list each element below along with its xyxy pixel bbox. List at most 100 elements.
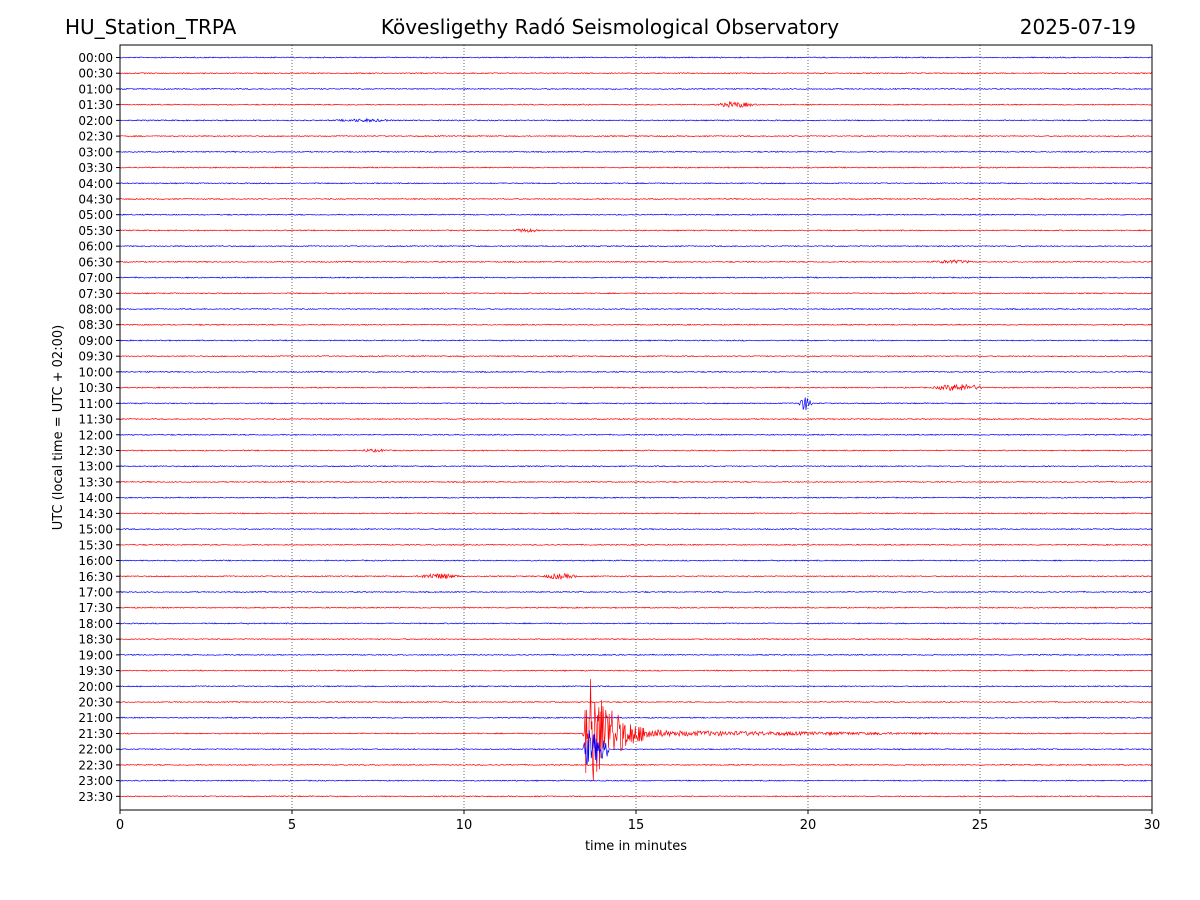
- trace-2330: [119, 795, 1153, 798]
- y-tick-label: 17:30: [78, 601, 113, 615]
- station-name: HU_Station_TRPA: [65, 15, 237, 39]
- trace-1400: [119, 496, 1153, 499]
- y-tick-label: 01:30: [78, 98, 113, 112]
- y-tick-label: 21:30: [78, 727, 113, 741]
- x-tick-label: 10: [456, 818, 473, 833]
- y-axis-label: UTC (local time = UTC + 02:00): [51, 325, 66, 530]
- y-tick-label: 14:00: [78, 491, 113, 505]
- x-tick-label: 0: [116, 818, 124, 833]
- trace-0830: [119, 323, 1153, 326]
- y-tick-label: 05:30: [78, 224, 113, 238]
- y-tick-label: 01:00: [78, 82, 113, 96]
- y-tick-label: 12:00: [78, 428, 113, 442]
- trace-0930: [119, 355, 1153, 358]
- y-tick-label: 11:00: [78, 397, 113, 411]
- y-tick-label: 07:30: [78, 287, 113, 301]
- y-tick-label: 10:00: [78, 365, 113, 379]
- trace-0130: [119, 100, 1153, 109]
- trace-0000: [119, 56, 1153, 59]
- trace-1300: [119, 465, 1153, 468]
- y-tick-label: 00:00: [78, 51, 113, 65]
- trace-1530: [119, 543, 1153, 546]
- y-tick-label: 15:30: [78, 538, 113, 552]
- x-tick-label: 5: [288, 818, 296, 833]
- trace-1730: [119, 606, 1153, 609]
- y-tick-label: 02:00: [78, 114, 113, 128]
- trace-0730: [119, 292, 1153, 295]
- y-tick-label: 10:30: [78, 381, 113, 395]
- trace-0430: [119, 197, 1153, 201]
- trace-1330: [119, 480, 1153, 484]
- trace-1000: [119, 370, 1153, 374]
- y-tick-label: 20:00: [78, 680, 113, 694]
- grid-lines: [291, 45, 981, 810]
- trace-0100: [119, 87, 1153, 91]
- trace-0200: [119, 117, 1153, 123]
- trace-0500: [119, 213, 1153, 216]
- trace-1800: [119, 622, 1153, 625]
- trace-1830: [119, 637, 1153, 641]
- trace-2230: [119, 763, 1153, 767]
- x-tick-labels: 0 5 10 15 20 25 30: [116, 810, 1160, 833]
- trace-0330: [119, 166, 1153, 169]
- y-tick-label: 06:30: [78, 255, 113, 269]
- trace-0800: [119, 307, 1153, 311]
- trace-2130: [119, 678, 1153, 781]
- y-tick-label: 23:30: [78, 790, 113, 804]
- trace-0900: [119, 339, 1153, 342]
- x-tick-label: 30: [1144, 818, 1161, 833]
- y-tick-label: 08:00: [78, 303, 113, 317]
- trace-0630: [119, 259, 1153, 265]
- trace-1430: [119, 512, 1153, 515]
- trace-0700: [119, 276, 1153, 279]
- trace-0530: [119, 227, 1153, 233]
- x-tick-label: 25: [972, 818, 989, 833]
- trace-0400: [119, 182, 1153, 185]
- trace-1630: [119, 572, 1153, 581]
- y-tick-label: 17:00: [78, 585, 113, 599]
- y-tick-label: 13:00: [78, 460, 113, 474]
- trace-1930: [119, 669, 1153, 672]
- y-tick-label: 22:30: [78, 758, 113, 772]
- trace-2300: [119, 779, 1153, 782]
- y-tick-label: 00:30: [78, 67, 113, 81]
- y-tick-label: 18:00: [78, 617, 113, 631]
- y-tick-label: 08:30: [78, 318, 113, 332]
- x-tick-label: 15: [628, 818, 645, 833]
- y-tick-label: 12:30: [78, 444, 113, 458]
- y-tick-label: 11:30: [78, 413, 113, 427]
- trace-1700: [119, 590, 1153, 594]
- y-tick-label: 16:00: [78, 554, 113, 568]
- y-tick-label: 02:30: [78, 130, 113, 144]
- trace-2030: [119, 700, 1153, 704]
- trace-layer: [119, 56, 1153, 798]
- y-tick-label: 22:00: [78, 743, 113, 757]
- y-tick-label: 03:30: [78, 161, 113, 175]
- y-tick-label: 16:30: [78, 570, 113, 584]
- trace-1900: [119, 653, 1153, 656]
- y-tick-label: 21:00: [78, 711, 113, 725]
- y-tick-label: 03:00: [78, 145, 113, 159]
- trace-1500: [119, 527, 1153, 531]
- chart-title: Kövesligethy Radó Seismological Observat…: [380, 15, 840, 39]
- trace-2200: [119, 729, 1153, 766]
- trace-1130: [119, 417, 1153, 421]
- chart-date: 2025-07-19: [1019, 15, 1136, 39]
- trace-0030: [119, 72, 1153, 75]
- trace-0230: [119, 134, 1153, 138]
- trace-1030: [119, 383, 1153, 391]
- y-tick-label: 13:30: [78, 475, 113, 489]
- y-tick-label: 15:00: [78, 523, 113, 537]
- trace-1230: [119, 448, 1153, 453]
- y-tick-label: 09:00: [78, 334, 113, 348]
- y-tick-label: 23:00: [78, 774, 113, 788]
- y-tick-label: 04:30: [78, 192, 113, 206]
- trace-2000: [119, 685, 1153, 688]
- trace-2100: [119, 716, 1153, 719]
- y-tick-label: 20:30: [78, 696, 113, 710]
- y-tick-label: 14:30: [78, 507, 113, 521]
- y-tick-label: 09:30: [78, 350, 113, 364]
- y-tick-label: 18:30: [78, 633, 113, 647]
